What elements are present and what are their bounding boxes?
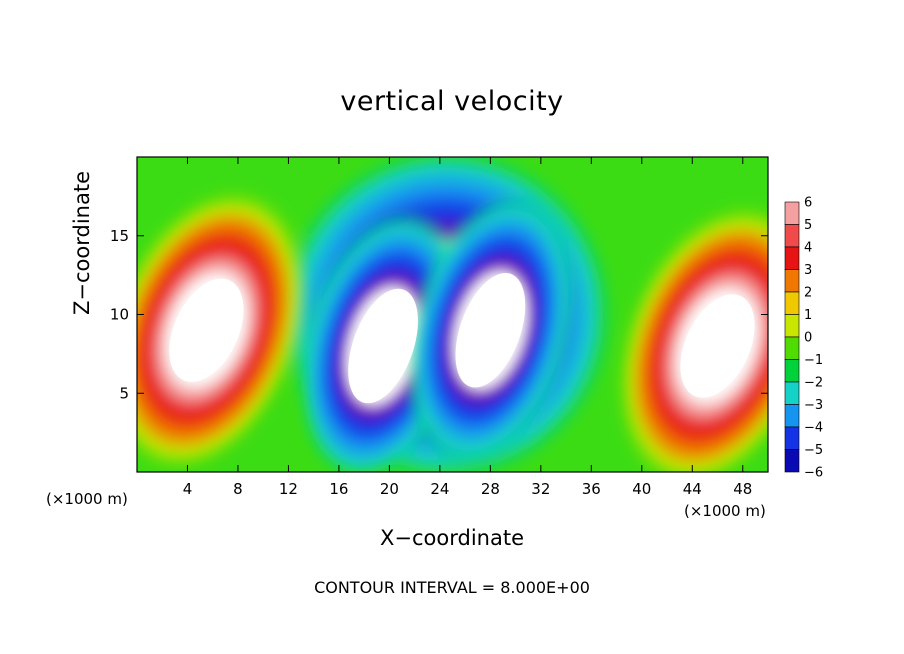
colorbar-label: −1 — [804, 353, 823, 368]
x-tick-label: 44 — [683, 480, 702, 498]
feature-core-1 — [348, 288, 418, 404]
plot-frame — [136, 156, 769, 473]
colorbar-swatch — [784, 336, 800, 360]
colorbar-swatch — [784, 426, 800, 450]
colorbar-swatch — [784, 359, 800, 383]
colorbar-swatch — [784, 404, 800, 428]
colorbar-label: −3 — [804, 398, 823, 413]
colorbar-label: 1 — [804, 308, 812, 323]
feature-core-0 — [169, 278, 244, 382]
x-tick-label: 8 — [233, 480, 243, 498]
colorbar-label: −6 — [804, 466, 823, 481]
chart-title: vertical velocity — [340, 86, 564, 117]
colorbar-label: −4 — [804, 421, 823, 436]
colorbar-label: 5 — [804, 218, 812, 233]
feature-core-3 — [680, 294, 755, 398]
y-tick-label: 5 — [119, 384, 129, 402]
colorbar-label: 3 — [804, 263, 812, 278]
colorbar-label: 0 — [804, 331, 812, 346]
colorbar-label: 2 — [804, 286, 812, 301]
y-tick-label: 15 — [110, 227, 129, 245]
colorbar-swatch — [784, 449, 800, 473]
x-axis-ticks: 4 8 12 16 20 24 28 32 36 40 44 48 — [183, 157, 752, 498]
colorbar-label: 6 — [804, 196, 812, 211]
colorbar-swatch — [784, 269, 800, 293]
contour-interval-note: CONTOUR INTERVAL = 8.000E+00 — [314, 578, 590, 597]
x-tick-label: 16 — [329, 480, 348, 498]
colorbar-label: 4 — [804, 241, 812, 256]
x-tick-label: 48 — [733, 480, 752, 498]
x-tick-label: 32 — [531, 480, 550, 498]
x-tick-label: 28 — [481, 480, 500, 498]
x-axis-title: X−coordinate — [380, 526, 524, 550]
y-tick-label: 10 — [110, 306, 129, 324]
x-tick-label: 40 — [632, 480, 651, 498]
y-axis-ticks: 5 10 15 — [110, 227, 768, 402]
colorbar-swatch — [784, 224, 800, 248]
x-tick-label: 20 — [380, 480, 399, 498]
colorbar: 6 5 4 3 2 1 0 −1 −2 −3 −4 −5 −6 — [784, 196, 823, 481]
x-tick-label: 36 — [582, 480, 601, 498]
colorbar-swatch — [784, 314, 800, 338]
colorbar-swatch — [784, 291, 800, 315]
colorbar-swatch — [784, 246, 800, 270]
x-tick-label: 12 — [279, 480, 298, 498]
x-axis-unit-right: (×1000 m) — [684, 502, 766, 520]
feature-core-2 — [455, 272, 526, 388]
x-tick-label: 24 — [430, 480, 449, 498]
x-tick-label: 4 — [183, 480, 193, 498]
x-axis-unit-left: (×1000 m) — [46, 490, 128, 508]
colorbar-swatch — [784, 381, 800, 405]
contour-field — [137, 157, 768, 472]
colorbar-label: −2 — [804, 376, 823, 391]
colorbar-label: −5 — [804, 443, 823, 458]
colorbar-swatch — [784, 201, 800, 225]
